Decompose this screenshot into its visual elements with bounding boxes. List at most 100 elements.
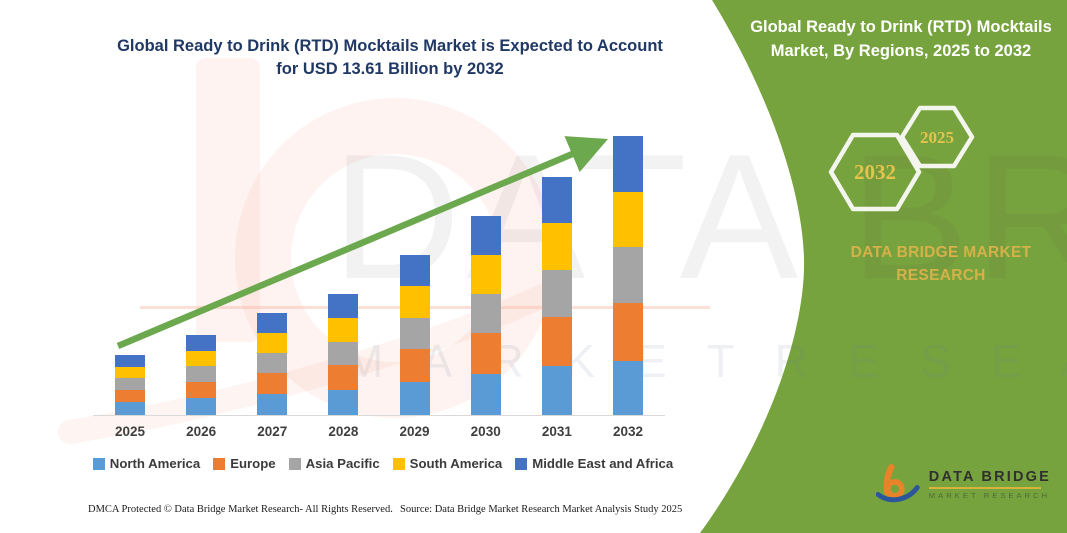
data-bridge-logo: DATA BRIDGE MARKET RESEARCH [876,450,1051,518]
bar-segment-europe-2030 [470,333,501,375]
bar-segment-south-america-2028 [328,317,359,342]
bar-segment-north-america-2026 [186,398,217,415]
bar-segment-south-america-2027 [257,332,288,353]
data-bridge-logo-icon [876,464,920,503]
bar-segment-asia-pacific-2027 [257,352,288,373]
bars-area [93,118,665,416]
bar-segment-middle-east-and-africa-2031 [541,177,572,224]
bar-column-2029 [393,255,437,415]
dmca-footer-text: DMCA Protected © Data Bridge Market Rese… [88,504,393,515]
x-axis-label-2027: 2027 [257,424,288,439]
panel-heading-line2: Market, By Regions, 2025 to 2032 [770,42,1032,60]
bar-column-2027 [250,312,294,415]
bar-stack-2030 [470,216,501,415]
panel-heading: Global Ready to Drink (RTD) Mocktails Ma… [738,15,1064,63]
x-axis-label-2030: 2030 [470,424,501,439]
x-axis-label-2026: 2026 [186,424,217,439]
bar-segment-middle-east-and-africa-2028 [328,294,359,318]
hexagon-2025-label: 2025 [920,128,954,147]
bar-segment-north-america-2029 [399,381,430,415]
chart-legend: North America Europe Asia Pacific South Ame… [73,456,693,471]
bar-segment-north-america-2031 [541,366,572,415]
bar-column-2031 [535,177,579,415]
panel-brand-text: DATA BRIDGE MARKET RESEARCH [850,244,1032,284]
legend-item-south-america: South America [392,456,503,471]
legend-label-north-america: North America [109,456,201,471]
chart-title-line2: for USD 13.61 Billion by 2032 [276,60,504,78]
legend-item-europe: Europe [213,456,276,471]
bar-segment-asia-pacific-2031 [541,270,572,318]
bar-segment-europe-2032 [612,303,643,361]
bar-segment-middle-east-and-africa-2026 [186,335,217,351]
hexagon-2032-label: 2032 [854,160,896,184]
bar-segment-north-america-2032 [612,360,643,415]
x-axis-label-2028: 2028 [328,424,359,439]
legend-swatch-middle-east-and-africa [515,457,528,470]
bar-segment-north-america-2030 [470,374,501,415]
legend-swatch-north-america [92,457,105,470]
hexagon-2025: 2025 [899,105,975,169]
legend-swatch-europe [213,457,226,470]
bar-segment-europe-2026 [186,381,217,399]
panel-heading-line1: Global Ready to Drink (RTD) Mocktails [750,18,1052,36]
bar-segment-asia-pacific-2028 [328,341,359,366]
bar-stack-2029 [399,255,430,415]
bar-segment-europe-2029 [399,349,430,382]
bar-segment-south-america-2032 [612,191,643,248]
bar-segment-south-america-2030 [470,254,501,295]
chart-title-line1: Global Ready to Drink (RTD) Mocktails Ma… [117,37,663,55]
legend-item-asia-pacific: Asia Pacific [288,456,380,471]
bar-segment-asia-pacific-2030 [470,294,501,334]
x-axis-label-2032: 2032 [612,424,643,439]
bar-segment-middle-east-and-africa-2030 [470,216,501,255]
legend-label-middle-east-and-africa: Middle East and Africa [532,456,674,471]
stacked-bar-chart: 2025 2026 2027 2028 2029 2030 2031 2032 [93,118,665,439]
bar-segment-europe-2028 [328,365,359,390]
bar-segment-europe-2027 [257,372,288,394]
hexagon-2032: 2032 [828,132,922,212]
x-axis-label-2031: 2031 [541,424,572,439]
bar-segment-north-america-2028 [328,390,359,415]
bar-stack-2031 [541,177,572,415]
bar-column-2032 [606,135,650,415]
bar-column-2025 [108,354,152,415]
bar-segment-south-america-2026 [186,350,217,367]
bar-stack-2027 [257,312,288,415]
logo-gold-rule [928,486,1041,489]
legend-item-middle-east-and-africa: Middle East and Africa [515,456,673,471]
bar-segment-north-america-2027 [257,393,288,415]
bar-segment-south-america-2031 [541,223,572,271]
x-axis-labels: 2025 2026 2027 2028 2029 2030 2031 2032 [93,424,665,439]
legend-label-europe: Europe [230,456,276,471]
bar-segment-europe-2031 [541,317,572,367]
bar-segment-asia-pacific-2025 [115,378,145,391]
bar-segment-asia-pacific-2029 [399,317,430,350]
bar-stack-2032 [612,135,643,415]
bar-segment-south-america-2025 [115,366,145,379]
bar-segment-middle-east-and-africa-2027 [257,312,288,333]
legend-item-north-america: North America [92,456,201,471]
legend-swatch-south-america [392,457,405,470]
hexagon-year-badges: 2032 2025 [828,105,975,212]
bar-column-2028 [321,294,365,415]
legend-swatch-asia-pacific [288,457,301,470]
legend-label-asia-pacific: Asia Pacific [305,456,380,471]
bar-segment-south-america-2029 [399,286,430,318]
bar-stack-2028 [328,294,359,415]
bar-segment-middle-east-and-africa-2029 [399,255,430,287]
bar-segment-north-america-2025 [115,402,145,415]
bar-segment-europe-2025 [115,390,145,403]
bar-segment-asia-pacific-2026 [186,366,217,382]
logo-name: DATA BRIDGE [928,468,1051,485]
x-axis-label-2025: 2025 [114,424,146,439]
bar-column-2026 [179,335,223,415]
x-axis-label-2029: 2029 [399,424,430,439]
legend-label-south-america: South America [409,456,503,471]
chart-title: Global Ready to Drink (RTD) Mocktails Ma… [95,35,685,81]
logo-subtitle: MARKET RESEARCH [928,490,1051,500]
bar-segment-middle-east-and-africa-2032 [612,135,643,192]
bar-segment-middle-east-and-africa-2025 [115,354,145,367]
bar-segment-asia-pacific-2032 [612,247,643,304]
